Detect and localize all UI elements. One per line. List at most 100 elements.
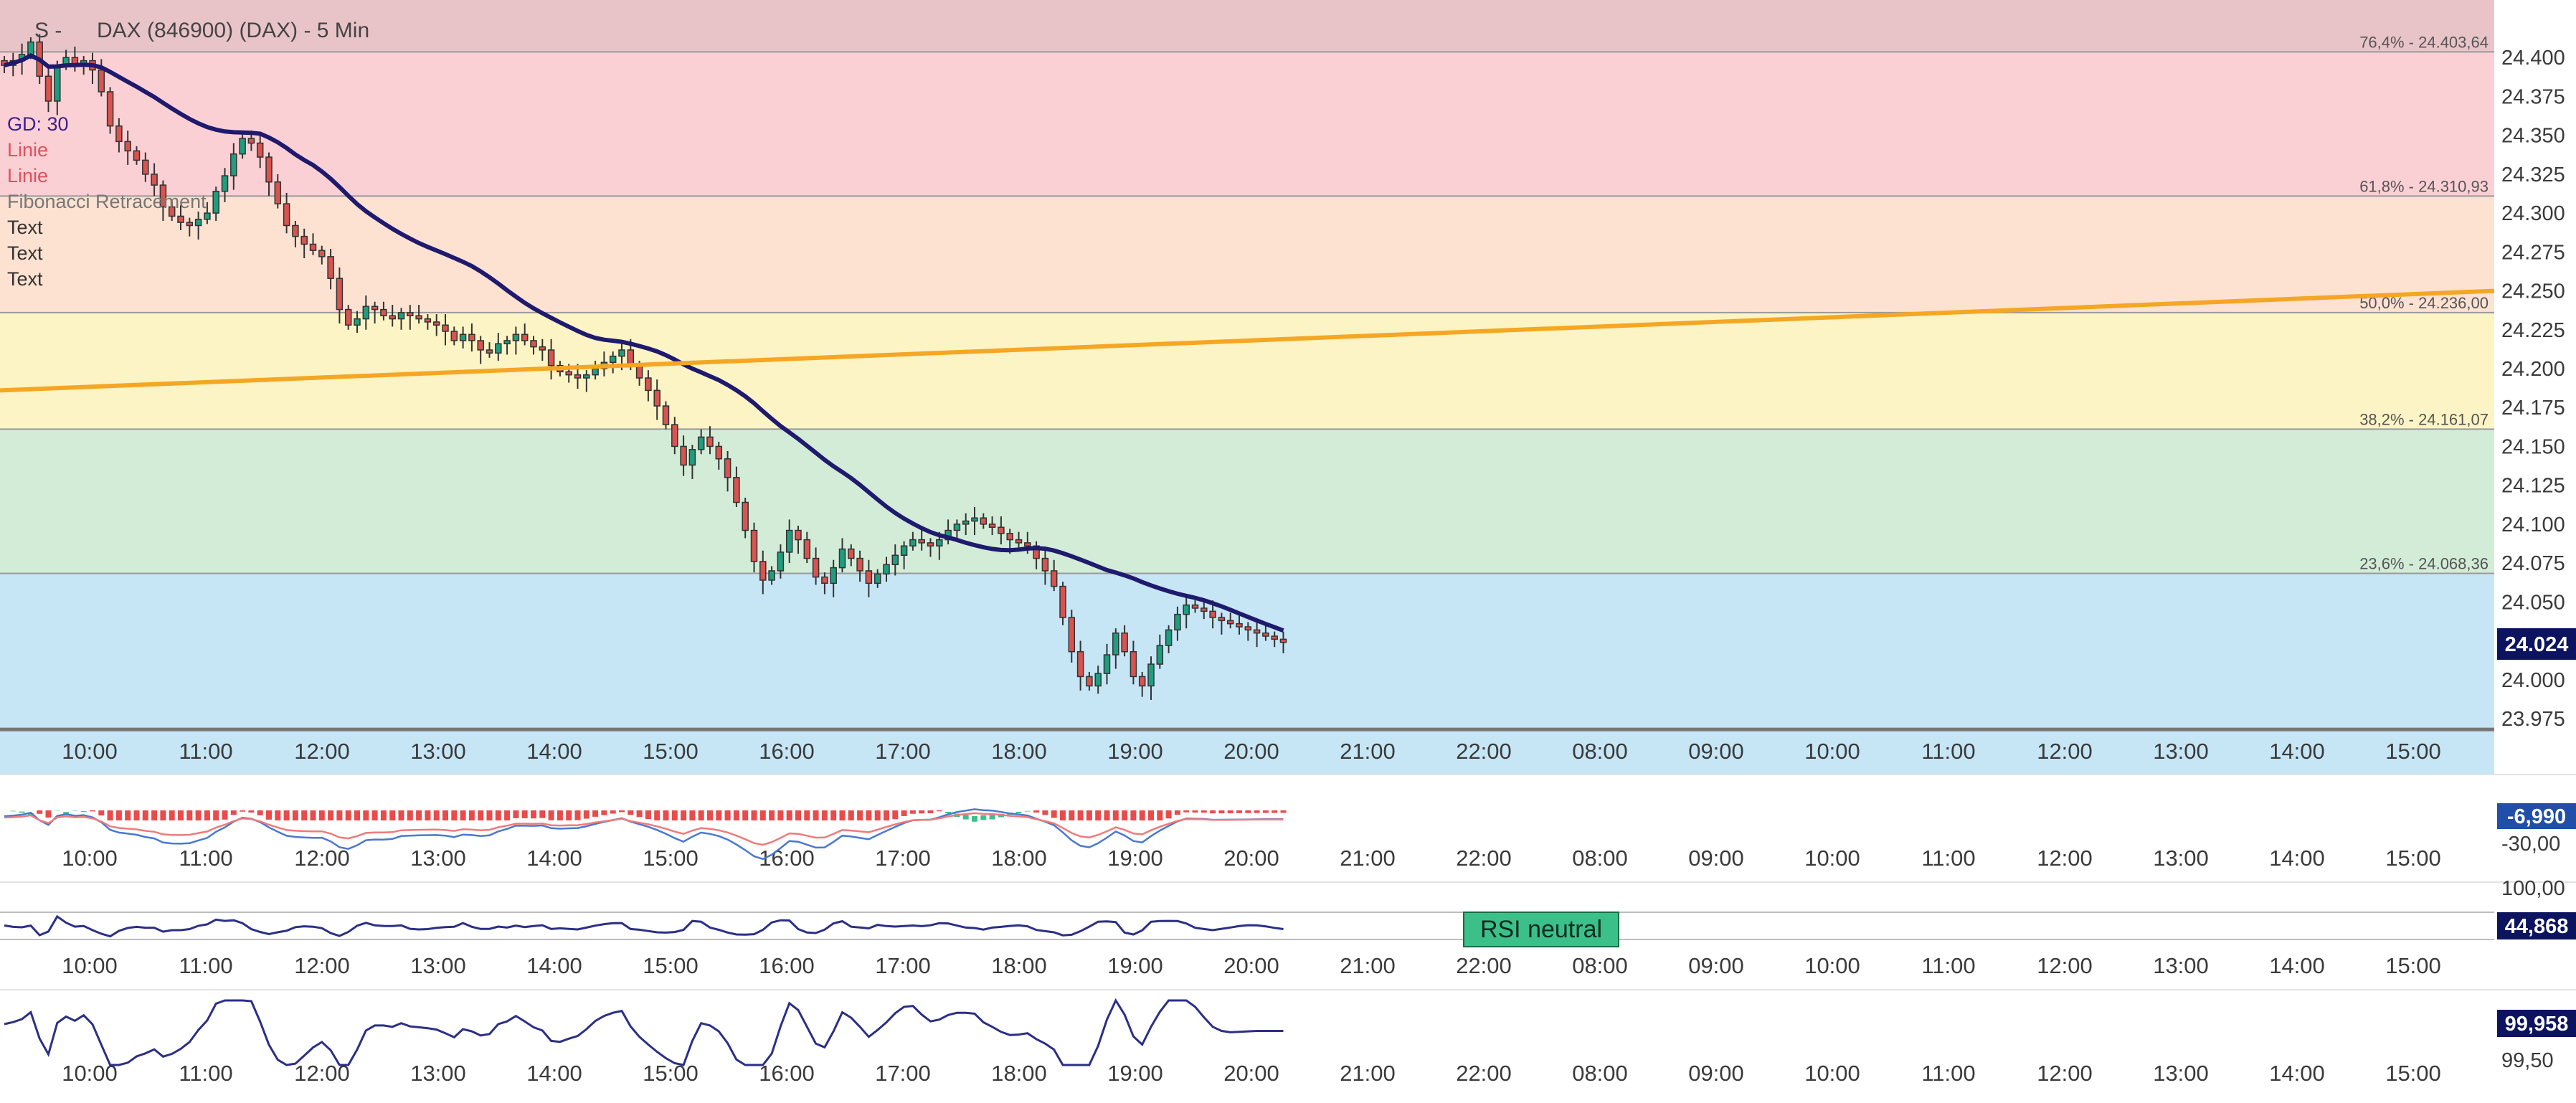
macd-histogram-bar — [19, 811, 25, 813]
legend-item[interactable]: Text — [7, 242, 43, 264]
candle-body — [354, 318, 361, 326]
legend-item[interactable]: Linie — [7, 165, 48, 186]
macd-histogram-bar — [213, 810, 219, 820]
candle-body — [1226, 620, 1234, 625]
macd-histogram-bar — [354, 810, 360, 820]
macd-histogram-bar — [407, 810, 413, 820]
candle-body — [1112, 632, 1119, 655]
candle-body — [380, 308, 387, 317]
time-tick-label: 16:00 — [759, 1061, 815, 1086]
last-price-label: 24.024 — [2505, 633, 2569, 656]
candle-body — [715, 445, 723, 460]
candle-body — [1183, 604, 1190, 615]
candle-body — [1121, 632, 1128, 653]
macd-histogram-bar — [115, 810, 122, 820]
candle-body — [803, 539, 811, 559]
candle-body — [909, 539, 917, 546]
macd-histogram-bar — [363, 810, 369, 820]
macd-histogram-bar — [451, 810, 458, 820]
candle-body — [565, 371, 572, 376]
time-tick-label: 11:00 — [179, 739, 232, 764]
macd-histogram-bar — [1060, 810, 1066, 820]
macd-histogram-bar — [610, 810, 616, 814]
price-tick-label: 24.325 — [2501, 164, 2565, 186]
candle-body — [221, 175, 229, 192]
time-tick-label: 11:00 — [1921, 1061, 1975, 1086]
time-tick-label: 11:00 — [1921, 846, 1975, 871]
candle-body — [1138, 676, 1146, 687]
candle-body — [998, 526, 1005, 534]
candle-body — [247, 138, 255, 144]
candle-body — [1209, 610, 1216, 618]
rsi-line — [4, 914, 1284, 938]
legend-item[interactable]: Fibonacci Retracement — [7, 191, 207, 212]
macd-histogram-bar — [1262, 810, 1269, 813]
candle-body — [821, 576, 828, 584]
price-tick-label: 24.175 — [2501, 397, 2565, 420]
candle-body — [495, 343, 502, 354]
candle-body — [512, 333, 520, 341]
macd-histogram-bar — [178, 810, 184, 820]
macd-histogram-bar — [619, 810, 625, 813]
macd-histogram-bar — [433, 810, 440, 820]
legend-item[interactable]: GD: 30 — [7, 113, 69, 135]
time-tick-label: 17:00 — [875, 739, 931, 764]
candle-body — [283, 203, 290, 227]
legend-item[interactable]: Text — [7, 217, 43, 238]
candle-body — [980, 517, 988, 525]
macd-histogram-bar — [1015, 811, 1022, 813]
macd-histogram-bar — [874, 810, 881, 820]
macd-histogram-bar — [425, 810, 431, 820]
time-tick-label: 12:00 — [2037, 739, 2093, 764]
indicator-panels — [0, 774, 2576, 1066]
candle-body — [168, 206, 176, 217]
candle-body — [838, 548, 846, 569]
candle-body — [1262, 632, 1269, 637]
time-tick-label: 21:00 — [1340, 846, 1396, 871]
macd-histogram-bar — [689, 810, 696, 820]
chart-legend[interactable]: GD: 30 Linie Linie Fibonacci Retracement Tex… — [7, 113, 207, 290]
time-tick-label: 09:00 — [1688, 1061, 1744, 1086]
candle-body — [609, 355, 617, 364]
price-tick-label: 24.375 — [2501, 85, 2565, 108]
macd-histogram-bar — [733, 810, 739, 820]
macd-histogram-bar — [866, 810, 872, 820]
candle-body — [697, 436, 705, 450]
candle-body — [407, 312, 414, 317]
macd-histogram-bar — [292, 810, 298, 820]
candle-body — [389, 315, 396, 320]
legend-item[interactable]: Linie — [7, 139, 48, 161]
time-tick-label: 17:00 — [875, 1061, 931, 1086]
fib-zone-4 — [0, 429, 2494, 574]
time-tick-label: 14:00 — [2269, 953, 2325, 978]
candle-body — [133, 150, 141, 161]
chart-title: DAX (846900) (DAX) - 5 Min — [97, 19, 369, 42]
macd-histogram-bar — [962, 815, 969, 820]
time-tick-label: 12:00 — [294, 739, 350, 764]
rsi-value-box — [2497, 912, 2576, 939]
time-tick-label: 11:00 — [179, 953, 232, 978]
candle-body — [1076, 650, 1084, 678]
legend-item[interactable]: Text — [7, 268, 43, 290]
time-tick-label: 13:00 — [2153, 739, 2209, 764]
time-tick-label: 09:00 — [1688, 846, 1744, 871]
time-tick-label: 14:00 — [526, 846, 582, 871]
macd-histogram-bar — [1227, 810, 1233, 814]
orange-trendline[interactable] — [0, 288, 2495, 393]
candle-body — [768, 570, 775, 581]
time-tick-label: 12:00 — [2037, 846, 2093, 871]
candle-body — [724, 458, 731, 478]
candle-body — [503, 340, 511, 345]
time-tick-label: 15:00 — [2385, 1061, 2441, 1086]
time-tick-label: 08:00 — [1572, 846, 1628, 871]
macd-histogram-bar — [1130, 810, 1137, 820]
time-tick-label: 22:00 — [1456, 846, 1512, 871]
macd-histogram-bar — [1210, 810, 1216, 814]
time-tick-label: 15:00 — [2385, 739, 2441, 764]
macd-histogram-bar — [1236, 810, 1242, 813]
price-tick-label: 24.100 — [2501, 513, 2565, 536]
macd-histogram-bar — [1086, 810, 1092, 820]
macd-histogram-bar — [707, 810, 713, 820]
time-tick-label: 12:00 — [294, 846, 350, 871]
macd-histogram-bar — [45, 810, 52, 818]
